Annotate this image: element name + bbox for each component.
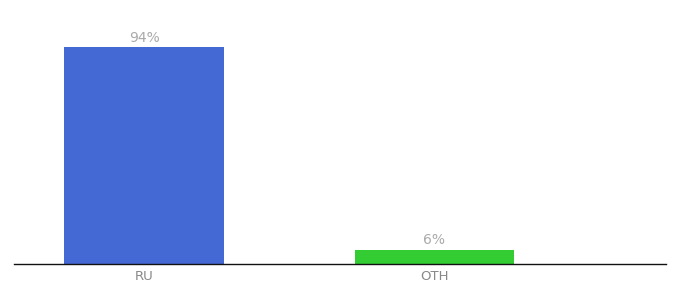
Bar (354, 250, 514, 264)
Text: 94%: 94% (129, 31, 160, 44)
Text: 6%: 6% (423, 233, 445, 248)
Bar (65, 47, 224, 264)
